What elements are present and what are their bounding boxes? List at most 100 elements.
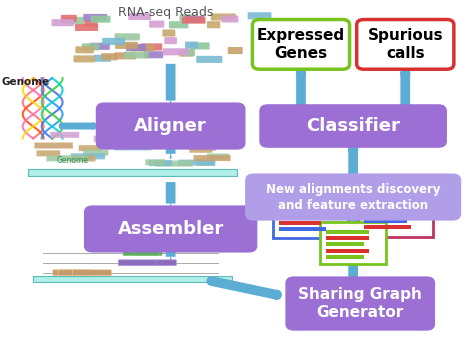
FancyBboxPatch shape: [196, 160, 215, 166]
FancyBboxPatch shape: [190, 145, 216, 151]
FancyBboxPatch shape: [75, 46, 94, 53]
Bar: [326, 230, 369, 234]
FancyBboxPatch shape: [287, 278, 434, 329]
FancyBboxPatch shape: [124, 51, 149, 59]
FancyBboxPatch shape: [94, 136, 127, 142]
FancyBboxPatch shape: [131, 44, 155, 51]
FancyBboxPatch shape: [246, 175, 460, 219]
FancyBboxPatch shape: [273, 187, 348, 239]
FancyBboxPatch shape: [52, 19, 74, 26]
Text: New alignments discovery
and feature extraction: New alignments discovery and feature ext…: [266, 182, 440, 212]
FancyBboxPatch shape: [91, 16, 110, 23]
FancyBboxPatch shape: [185, 42, 198, 49]
Bar: [33, 276, 232, 282]
FancyBboxPatch shape: [182, 49, 195, 56]
FancyBboxPatch shape: [115, 33, 140, 40]
Bar: [326, 242, 364, 246]
FancyBboxPatch shape: [128, 13, 151, 20]
FancyBboxPatch shape: [85, 207, 256, 251]
FancyBboxPatch shape: [61, 15, 77, 22]
FancyBboxPatch shape: [84, 20, 98, 27]
FancyBboxPatch shape: [207, 21, 220, 28]
FancyBboxPatch shape: [75, 24, 98, 31]
FancyBboxPatch shape: [320, 222, 386, 264]
Bar: [364, 212, 402, 216]
Text: Genome: Genome: [2, 77, 50, 87]
FancyBboxPatch shape: [50, 132, 79, 138]
Bar: [364, 193, 411, 197]
Bar: [364, 206, 411, 210]
FancyBboxPatch shape: [53, 270, 92, 275]
Bar: [326, 249, 369, 253]
FancyBboxPatch shape: [146, 159, 165, 165]
FancyBboxPatch shape: [156, 260, 176, 266]
FancyBboxPatch shape: [193, 155, 231, 161]
FancyBboxPatch shape: [141, 43, 162, 50]
Text: Genome: Genome: [57, 156, 89, 165]
FancyBboxPatch shape: [114, 52, 136, 59]
FancyBboxPatch shape: [247, 12, 272, 19]
FancyBboxPatch shape: [46, 155, 88, 162]
Text: Assembler: Assembler: [118, 220, 224, 238]
FancyBboxPatch shape: [82, 43, 100, 50]
Bar: [279, 220, 321, 224]
FancyBboxPatch shape: [109, 134, 143, 140]
FancyBboxPatch shape: [35, 142, 73, 148]
FancyBboxPatch shape: [356, 20, 454, 69]
FancyBboxPatch shape: [171, 138, 196, 144]
FancyBboxPatch shape: [169, 137, 185, 143]
FancyBboxPatch shape: [149, 160, 172, 166]
Bar: [279, 227, 326, 231]
FancyBboxPatch shape: [90, 43, 110, 50]
Bar: [28, 169, 237, 176]
Bar: [279, 195, 326, 199]
FancyBboxPatch shape: [73, 270, 111, 275]
FancyBboxPatch shape: [164, 37, 177, 44]
FancyBboxPatch shape: [83, 149, 109, 155]
FancyBboxPatch shape: [94, 55, 111, 62]
FancyBboxPatch shape: [190, 42, 210, 49]
FancyBboxPatch shape: [261, 105, 446, 146]
Text: RNA-seq Reads: RNA-seq Reads: [118, 6, 214, 19]
FancyBboxPatch shape: [71, 155, 96, 162]
FancyBboxPatch shape: [114, 144, 152, 151]
FancyBboxPatch shape: [126, 44, 146, 51]
FancyBboxPatch shape: [79, 145, 102, 151]
FancyBboxPatch shape: [180, 14, 193, 21]
FancyBboxPatch shape: [252, 20, 349, 69]
FancyBboxPatch shape: [123, 250, 162, 256]
FancyBboxPatch shape: [163, 48, 189, 55]
FancyBboxPatch shape: [207, 153, 229, 159]
FancyBboxPatch shape: [100, 135, 126, 141]
FancyBboxPatch shape: [182, 17, 206, 24]
FancyBboxPatch shape: [102, 38, 125, 45]
FancyBboxPatch shape: [36, 151, 60, 157]
FancyBboxPatch shape: [73, 55, 95, 62]
FancyBboxPatch shape: [208, 140, 225, 146]
FancyBboxPatch shape: [83, 14, 107, 21]
FancyBboxPatch shape: [118, 260, 157, 266]
FancyBboxPatch shape: [179, 50, 194, 57]
Bar: [279, 208, 326, 212]
FancyBboxPatch shape: [59, 270, 78, 275]
FancyBboxPatch shape: [222, 16, 238, 23]
FancyBboxPatch shape: [64, 17, 84, 24]
FancyBboxPatch shape: [149, 21, 164, 28]
FancyBboxPatch shape: [211, 13, 236, 21]
Bar: [279, 202, 321, 205]
FancyBboxPatch shape: [169, 21, 188, 28]
FancyBboxPatch shape: [196, 56, 222, 63]
FancyBboxPatch shape: [203, 131, 232, 137]
Text: Sharing Graph
Generator: Sharing Graph Generator: [298, 287, 422, 320]
Text: Aligner: Aligner: [134, 117, 207, 135]
FancyBboxPatch shape: [178, 160, 215, 166]
FancyBboxPatch shape: [144, 51, 163, 58]
FancyBboxPatch shape: [101, 53, 118, 60]
Text: Classifier: Classifier: [306, 117, 400, 135]
Bar: [364, 200, 407, 203]
Bar: [326, 236, 369, 240]
FancyBboxPatch shape: [97, 104, 244, 148]
Text: Spurious
calls: Spurious calls: [367, 28, 443, 61]
FancyBboxPatch shape: [260, 21, 275, 28]
FancyBboxPatch shape: [163, 29, 175, 37]
